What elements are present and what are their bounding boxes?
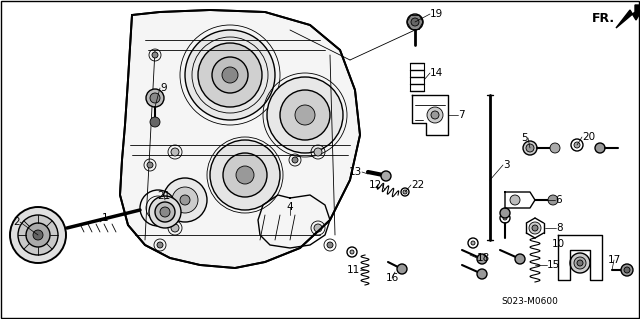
Text: 10: 10 [552, 239, 564, 249]
Circle shape [152, 202, 164, 214]
Circle shape [550, 143, 560, 153]
Circle shape [10, 207, 66, 263]
Text: S023-M0600: S023-M0600 [502, 298, 559, 307]
Circle shape [523, 141, 537, 155]
Circle shape [152, 52, 158, 58]
Circle shape [624, 267, 630, 273]
Circle shape [407, 14, 423, 30]
Circle shape [577, 260, 583, 266]
Circle shape [411, 18, 419, 26]
Circle shape [180, 195, 190, 205]
Polygon shape [616, 5, 640, 28]
Circle shape [160, 207, 170, 217]
Circle shape [515, 254, 525, 264]
Circle shape [427, 107, 443, 123]
Circle shape [350, 250, 354, 254]
Text: 2: 2 [13, 217, 20, 227]
Circle shape [222, 67, 238, 83]
Circle shape [570, 253, 590, 273]
Circle shape [314, 148, 322, 156]
Circle shape [150, 93, 160, 103]
Text: 17: 17 [607, 255, 621, 265]
Circle shape [163, 178, 207, 222]
Text: 20: 20 [582, 132, 595, 142]
Circle shape [172, 187, 198, 213]
Circle shape [574, 142, 580, 148]
Circle shape [149, 196, 181, 228]
Text: 18: 18 [477, 253, 490, 263]
Circle shape [185, 30, 275, 120]
Circle shape [171, 224, 179, 232]
Circle shape [212, 57, 248, 93]
Text: 9: 9 [160, 83, 166, 93]
Circle shape [267, 77, 343, 153]
Circle shape [295, 105, 315, 125]
Circle shape [477, 254, 487, 264]
Text: 7: 7 [458, 110, 465, 120]
Text: 16: 16 [385, 273, 399, 283]
Circle shape [236, 166, 254, 184]
Circle shape [327, 242, 333, 248]
Circle shape [147, 162, 153, 168]
Circle shape [292, 157, 298, 163]
Circle shape [171, 148, 179, 156]
Circle shape [471, 241, 475, 245]
Text: 8: 8 [556, 223, 563, 233]
Polygon shape [120, 10, 360, 268]
Circle shape [510, 195, 520, 205]
Circle shape [500, 208, 510, 218]
Text: 13: 13 [349, 167, 362, 177]
Circle shape [529, 222, 541, 234]
Circle shape [595, 143, 605, 153]
Circle shape [314, 224, 322, 232]
Text: 15: 15 [547, 260, 560, 270]
Text: 4: 4 [287, 202, 293, 212]
Circle shape [621, 264, 633, 276]
Circle shape [403, 190, 407, 194]
Circle shape [223, 153, 267, 197]
Circle shape [210, 140, 280, 210]
Circle shape [157, 242, 163, 248]
Text: 21: 21 [157, 191, 171, 201]
Circle shape [397, 264, 407, 274]
Text: 22: 22 [411, 180, 424, 190]
Circle shape [431, 111, 439, 119]
Text: 11: 11 [347, 265, 360, 275]
Circle shape [526, 144, 534, 152]
Circle shape [532, 225, 538, 231]
Circle shape [477, 269, 487, 279]
Circle shape [155, 202, 175, 222]
Circle shape [150, 117, 160, 127]
Circle shape [26, 223, 50, 247]
Circle shape [33, 230, 43, 240]
Text: 19: 19 [430, 9, 444, 19]
Text: 6: 6 [555, 195, 562, 205]
Text: 1: 1 [102, 213, 108, 223]
Circle shape [503, 216, 507, 220]
Text: FR.: FR. [592, 11, 615, 25]
Text: 5: 5 [522, 133, 528, 143]
Circle shape [280, 90, 330, 140]
Circle shape [574, 257, 586, 269]
Circle shape [381, 171, 391, 181]
Circle shape [198, 43, 262, 107]
Circle shape [18, 215, 58, 255]
Circle shape [548, 195, 558, 205]
Text: 14: 14 [430, 68, 444, 78]
Circle shape [146, 89, 164, 107]
Text: 3: 3 [503, 160, 509, 170]
Text: 12: 12 [369, 180, 382, 190]
